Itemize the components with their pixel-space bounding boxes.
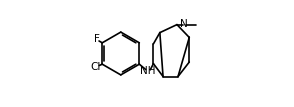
Text: NH: NH (140, 66, 156, 76)
Text: Cl: Cl (91, 62, 101, 72)
Text: F: F (94, 34, 99, 44)
Text: N: N (181, 19, 188, 29)
